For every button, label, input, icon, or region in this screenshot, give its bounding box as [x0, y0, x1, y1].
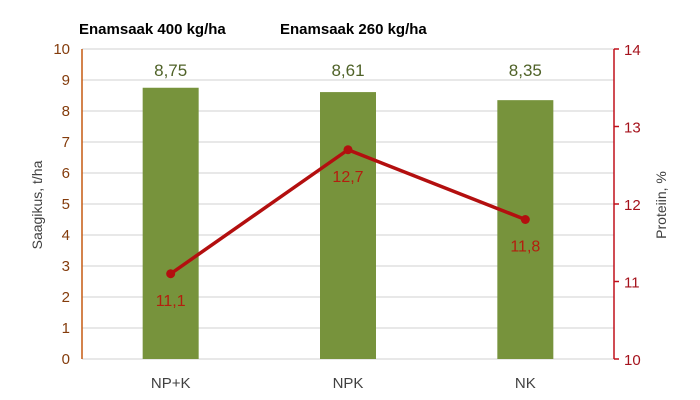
chart-title: Enamsaak 260 kg/ha — [280, 21, 427, 38]
category-label: NK — [515, 375, 536, 392]
bar — [142, 87, 199, 359]
axes — [81, 48, 619, 360]
bar — [497, 100, 554, 360]
chart-title: Enamsaak 400 kg/ha — [79, 21, 226, 38]
left-tick-label: 10 — [53, 41, 70, 58]
bar-data-labels: 8,75 8,61 8,35 — [154, 61, 542, 80]
left-tick-label: 5 — [62, 196, 70, 213]
left-tick-label: 1 — [62, 320, 70, 337]
left-tick-label: 0 — [62, 351, 70, 368]
left-tick-label: 9 — [62, 72, 70, 89]
bar-value-label: 8,35 — [509, 61, 542, 80]
right-tick-label: 14 — [624, 42, 641, 59]
line-value-label: 11,8 — [510, 239, 540, 256]
right-tick-label: 10 — [624, 352, 641, 369]
right-tick-label: 13 — [624, 120, 641, 137]
left-tick-label: 3 — [62, 258, 70, 275]
category-label: NPK — [333, 375, 364, 392]
left-tick-label: 8 — [62, 103, 70, 120]
bar-series — [142, 87, 554, 360]
category-label: NP+K — [151, 375, 191, 392]
right-axis-ticks: 10 11 12 13 14 — [624, 42, 641, 369]
line-series — [166, 145, 530, 279]
line-value-label: 11,1 — [156, 293, 186, 310]
left-tick-label: 7 — [62, 134, 70, 151]
line-marker — [343, 145, 353, 155]
line-value-label: 12,7 — [332, 169, 363, 186]
bar-value-label: 8,75 — [154, 61, 187, 80]
left-axis-ticks: 0 1 2 3 4 5 6 7 8 9 10 — [53, 41, 70, 368]
right-axis-title: Proteiin, % — [653, 171, 669, 239]
bar-value-label: 8,61 — [331, 61, 364, 80]
line-marker — [520, 215, 530, 224]
right-tick-label: 12 — [624, 197, 641, 214]
line-data-labels: 11,1 12,7 11,8 — [156, 169, 541, 310]
category-labels: NP+K NPK NK — [151, 375, 536, 392]
left-axis-title: Saagikus, t/ha — [29, 160, 45, 249]
bar — [320, 92, 376, 359]
left-tick-label: 4 — [62, 227, 70, 244]
line-marker — [166, 269, 176, 279]
left-tick-label: 2 — [62, 289, 70, 306]
chart-titles: Enamsaak 400 kg/ha Enamsaak 260 kg/ha — [79, 21, 427, 38]
right-tick-label: 11 — [624, 275, 640, 292]
left-tick-label: 6 — [62, 165, 70, 182]
